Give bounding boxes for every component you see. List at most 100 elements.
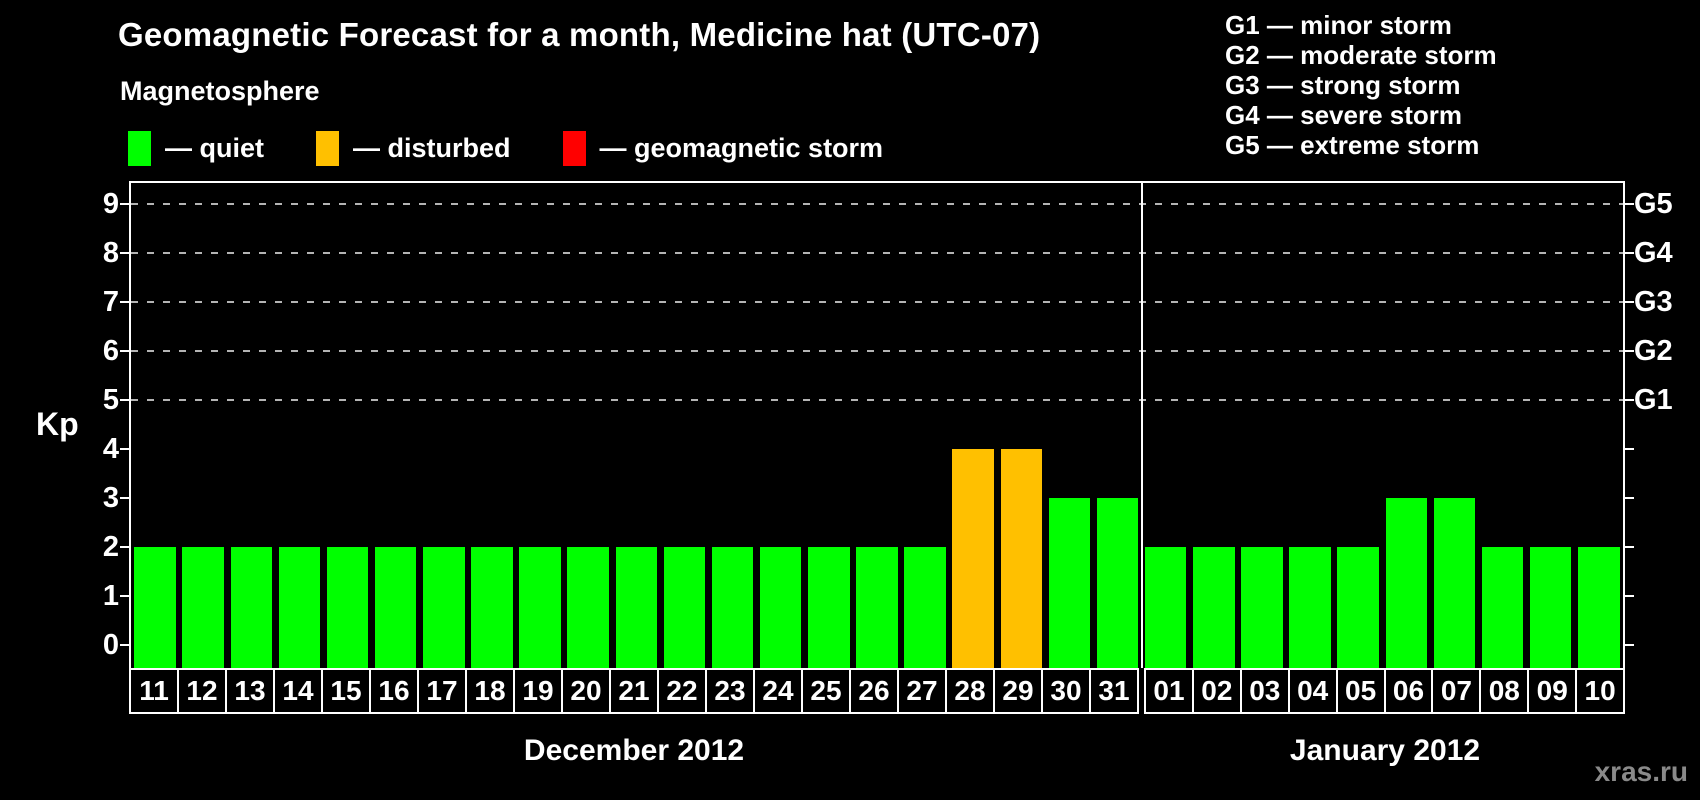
day-slot xyxy=(372,183,420,668)
kp-bar-day-14 xyxy=(278,547,321,668)
right-tick-kp-5 xyxy=(1625,399,1634,401)
day-slot xyxy=(516,183,564,668)
day-slot xyxy=(949,183,997,668)
right-axis-label-G3: G3 xyxy=(1634,286,1673,318)
kp-bar-day-24 xyxy=(759,547,802,668)
date-cell-15: 15 xyxy=(321,668,371,714)
kp-bar-day-15 xyxy=(326,547,369,668)
y-tick-label-2: 2 xyxy=(102,531,119,563)
left-tick-kp-4 xyxy=(120,448,129,450)
g-scale-legend: G1 — minor storm G2 — moderate storm G3 — … xyxy=(1225,10,1497,160)
kp-bar-day-06 xyxy=(1385,498,1428,668)
kp-bar-day-25 xyxy=(808,547,850,668)
kp-bar-day-17 xyxy=(423,547,465,668)
day-slot xyxy=(612,183,660,668)
kp-bar-day-29 xyxy=(1000,449,1043,668)
day-slot xyxy=(805,183,853,668)
g-scale-legend-line: G2 — moderate storm xyxy=(1225,40,1497,70)
right-tick-kp-7 xyxy=(1625,301,1634,303)
g-scale-legend-line: G4 — severe storm xyxy=(1225,100,1463,130)
kp-bar-day-23 xyxy=(711,547,754,668)
disturbed-color-swatch-icon xyxy=(316,131,339,166)
left-tick-kp-2 xyxy=(120,546,129,548)
day-slot xyxy=(1527,183,1575,668)
storm-color-swatch-icon xyxy=(562,131,586,166)
date-cell-01: 01 xyxy=(1144,668,1194,714)
date-cell-23: 23 xyxy=(705,668,755,714)
date-cell-28: 28 xyxy=(945,668,995,714)
day-slot xyxy=(1190,183,1238,668)
day-slot xyxy=(757,183,805,668)
kp-bar-day-27 xyxy=(904,547,946,668)
date-axis-row: 11 12 13 14 15 16 17 18 19 20 21 22 23 24 25 26 27 28 29 30… xyxy=(129,668,1626,714)
date-cell-03: 03 xyxy=(1239,668,1290,714)
y-axis-title: Kp xyxy=(36,406,79,442)
day-slot xyxy=(1238,183,1286,668)
gridline-kp-8 xyxy=(131,252,1623,254)
day-slot xyxy=(324,183,372,668)
date-cell-06: 06 xyxy=(1383,668,1434,714)
y-tick-label-0: 0 xyxy=(102,629,119,661)
y-tick-label-6: 6 xyxy=(102,335,119,367)
day-slot xyxy=(1045,183,1093,668)
y-tick-label-9: 9 xyxy=(102,188,119,220)
y-tick-label-3: 3 xyxy=(102,482,119,514)
kp-bar-day-11 xyxy=(134,547,176,668)
gridline-kp-7 xyxy=(131,301,1623,303)
day-slot xyxy=(1094,183,1142,668)
right-tick-kp-3 xyxy=(1625,497,1634,499)
g-scale-legend-line: G5 — extreme storm xyxy=(1225,130,1480,160)
date-cell-18: 18 xyxy=(465,668,515,714)
day-slot xyxy=(564,183,612,668)
date-cell-24: 24 xyxy=(753,668,803,714)
kp-bar-day-20 xyxy=(567,547,609,668)
date-cell-10: 10 xyxy=(1575,668,1626,714)
watermark: xras.ru xyxy=(1594,756,1688,787)
kp-bar-day-31 xyxy=(1096,498,1139,668)
left-tick-kp-6 xyxy=(120,350,129,352)
day-slot xyxy=(1334,183,1382,668)
kp-bar-day-07 xyxy=(1433,498,1476,668)
gridline-kp-6 xyxy=(131,350,1623,352)
kp-bar-day-30 xyxy=(1048,498,1091,668)
magnetosphere-legend-heading: Magnetosphere xyxy=(120,76,320,106)
plot-area xyxy=(129,181,1625,668)
right-axis-label-G4: G4 xyxy=(1634,237,1673,269)
bars-container xyxy=(131,183,1623,668)
kp-bar-day-08 xyxy=(1481,547,1524,668)
left-tick-kp-5 xyxy=(120,399,129,401)
left-tick-kp-8 xyxy=(120,252,129,254)
day-slot xyxy=(420,183,468,668)
legend-item-label: — geomagnetic storm xyxy=(599,133,884,163)
legend-item-quiet: — quiet xyxy=(128,131,264,166)
month-label-1: January 2012 xyxy=(1289,734,1481,767)
date-cell-19: 19 xyxy=(513,668,563,714)
date-cell-14: 14 xyxy=(273,668,323,714)
kp-bar-day-22 xyxy=(663,547,706,668)
day-slot xyxy=(1575,183,1623,668)
kp-bar-day-02 xyxy=(1193,547,1235,668)
kp-bar-day-09 xyxy=(1529,547,1572,668)
legend-item-label: — disturbed xyxy=(353,133,511,163)
date-cell-12: 12 xyxy=(177,668,227,714)
day-slot xyxy=(853,183,901,668)
page-title: Geomagnetic Forecast for a month, Medici… xyxy=(118,16,1041,53)
kp-bar-day-12 xyxy=(182,547,224,668)
right-tick-kp-9 xyxy=(1625,203,1634,205)
gridline-kp-5 xyxy=(131,399,1623,401)
right-tick-kp-0 xyxy=(1625,644,1634,646)
date-group-0: 11 12 13 14 15 16 17 18 19 20 21 22 23 24 25 26 27 28 29 30… xyxy=(129,668,1139,714)
right-axis-label-G1: G1 xyxy=(1634,384,1673,416)
magnetosphere-legend: — quiet — disturbed — geomagnetic storm xyxy=(128,131,883,166)
plot-inner xyxy=(131,183,1623,668)
right-axis-label-G2: G2 xyxy=(1634,335,1673,367)
right-tick-kp-1 xyxy=(1625,595,1634,597)
date-cell-31: 31 xyxy=(1089,668,1139,714)
date-cell-11: 11 xyxy=(129,668,179,714)
date-cell-22: 22 xyxy=(657,668,707,714)
day-slot xyxy=(468,183,516,668)
day-slot xyxy=(1286,183,1334,668)
day-slot xyxy=(1142,183,1190,668)
y-tick-label-5: 5 xyxy=(102,384,119,416)
